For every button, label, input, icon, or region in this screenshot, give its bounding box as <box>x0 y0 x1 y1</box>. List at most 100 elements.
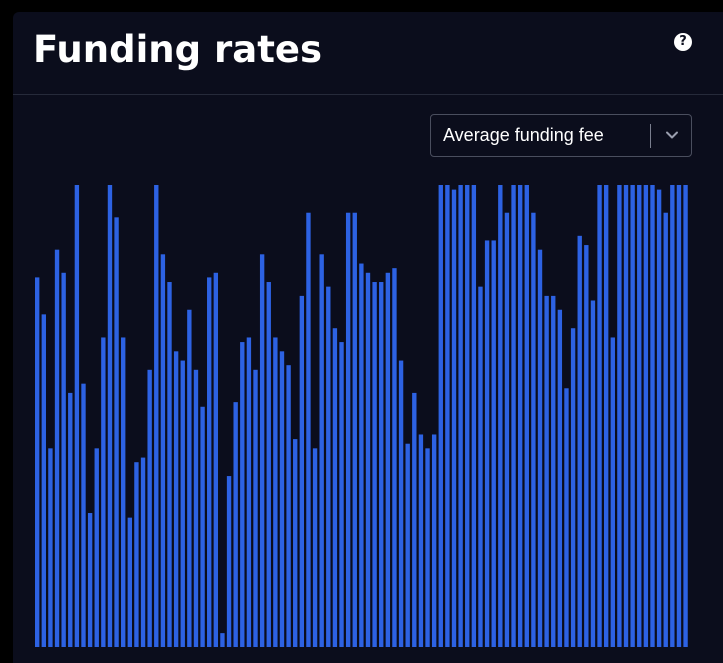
bar[interactable] <box>54 249 60 647</box>
bar[interactable] <box>524 185 529 647</box>
bar[interactable] <box>154 185 159 647</box>
bar[interactable] <box>35 277 40 647</box>
bar[interactable] <box>398 360 404 647</box>
bar[interactable] <box>293 439 298 647</box>
bar[interactable] <box>537 249 543 647</box>
bar[interactable] <box>610 337 615 647</box>
bar[interactable] <box>379 282 384 647</box>
bar[interactable] <box>498 185 503 647</box>
bar[interactable] <box>504 212 510 647</box>
bar[interactable] <box>68 392 73 647</box>
bar[interactable] <box>445 185 450 647</box>
bar[interactable] <box>41 314 46 647</box>
bar[interactable] <box>617 185 622 647</box>
bar[interactable] <box>584 245 589 647</box>
bar[interactable] <box>121 337 126 647</box>
bar[interactable] <box>345 212 351 647</box>
help-icon[interactable]: ? <box>674 33 692 51</box>
bar[interactable] <box>557 309 563 647</box>
bar[interactable] <box>551 295 556 647</box>
bar[interactable] <box>425 448 430 647</box>
bar[interactable] <box>683 185 688 647</box>
bar[interactable] <box>405 443 410 647</box>
bar[interactable] <box>623 185 629 647</box>
bar[interactable] <box>140 457 146 647</box>
bar[interactable] <box>200 406 205 647</box>
bar[interactable] <box>544 295 549 647</box>
bar[interactable] <box>570 328 576 647</box>
bar[interactable] <box>167 282 172 647</box>
bar[interactable] <box>650 185 655 647</box>
bar[interactable] <box>392 268 397 647</box>
bar[interactable] <box>385 272 391 647</box>
bar[interactable] <box>193 369 199 647</box>
bar[interactable] <box>656 189 662 647</box>
bar[interactable] <box>233 402 238 647</box>
bar[interactable] <box>187 309 192 647</box>
bar[interactable] <box>438 185 443 647</box>
bar[interactable] <box>365 272 371 647</box>
bar[interactable] <box>213 272 219 647</box>
bar[interactable] <box>299 295 305 647</box>
bar[interactable] <box>603 185 609 647</box>
bar[interactable] <box>491 240 496 647</box>
bar[interactable] <box>246 337 252 647</box>
bar[interactable] <box>511 185 516 647</box>
bar[interactable] <box>147 369 152 647</box>
bar[interactable] <box>326 286 331 647</box>
bar[interactable] <box>630 185 635 647</box>
bar[interactable] <box>48 448 53 647</box>
bar[interactable] <box>352 212 357 647</box>
bar[interactable] <box>207 277 212 647</box>
bar[interactable] <box>484 240 490 647</box>
bar[interactable] <box>160 254 166 648</box>
bar[interactable] <box>87 513 93 647</box>
bar[interactable] <box>312 448 318 647</box>
bar[interactable] <box>74 185 80 647</box>
bar[interactable] <box>478 286 483 647</box>
bar[interactable] <box>359 263 364 647</box>
bar[interactable] <box>61 272 66 647</box>
bar[interactable] <box>266 282 271 647</box>
bar[interactable] <box>273 337 278 647</box>
bar[interactable] <box>418 434 424 647</box>
bar[interactable] <box>332 328 338 647</box>
bar[interactable] <box>471 185 477 647</box>
bar[interactable] <box>465 185 470 647</box>
bar[interactable] <box>101 337 106 647</box>
bar[interactable] <box>637 185 642 647</box>
bar[interactable] <box>412 392 417 647</box>
bar[interactable] <box>134 462 139 647</box>
bar[interactable] <box>319 254 324 648</box>
bar[interactable] <box>372 282 377 647</box>
bar[interactable] <box>676 185 682 647</box>
bar[interactable] <box>590 300 596 648</box>
bar[interactable] <box>531 212 536 647</box>
bar[interactable] <box>240 342 245 647</box>
bar[interactable] <box>517 185 523 647</box>
bar[interactable] <box>564 388 569 647</box>
bar[interactable] <box>173 351 179 647</box>
bar[interactable] <box>339 342 344 647</box>
bar[interactable] <box>81 383 86 647</box>
bar[interactable] <box>286 365 291 647</box>
bar[interactable] <box>306 212 311 647</box>
bar[interactable] <box>107 185 113 647</box>
bar[interactable] <box>458 185 463 647</box>
bar[interactable] <box>180 360 185 647</box>
bar[interactable] <box>94 448 99 647</box>
chevron-down-icon[interactable] <box>664 127 680 143</box>
bar[interactable] <box>114 217 119 647</box>
bar[interactable] <box>226 476 232 647</box>
metric-select[interactable]: Average funding fee <box>430 114 692 157</box>
bar[interactable] <box>577 235 582 647</box>
bar[interactable] <box>279 351 285 647</box>
bar[interactable] <box>253 369 258 647</box>
bar[interactable] <box>597 185 602 647</box>
bar[interactable] <box>220 633 225 647</box>
bar[interactable] <box>259 254 265 648</box>
bar[interactable] <box>643 185 649 647</box>
bar[interactable] <box>127 517 132 647</box>
bar[interactable] <box>431 434 437 647</box>
bar[interactable] <box>451 189 457 647</box>
